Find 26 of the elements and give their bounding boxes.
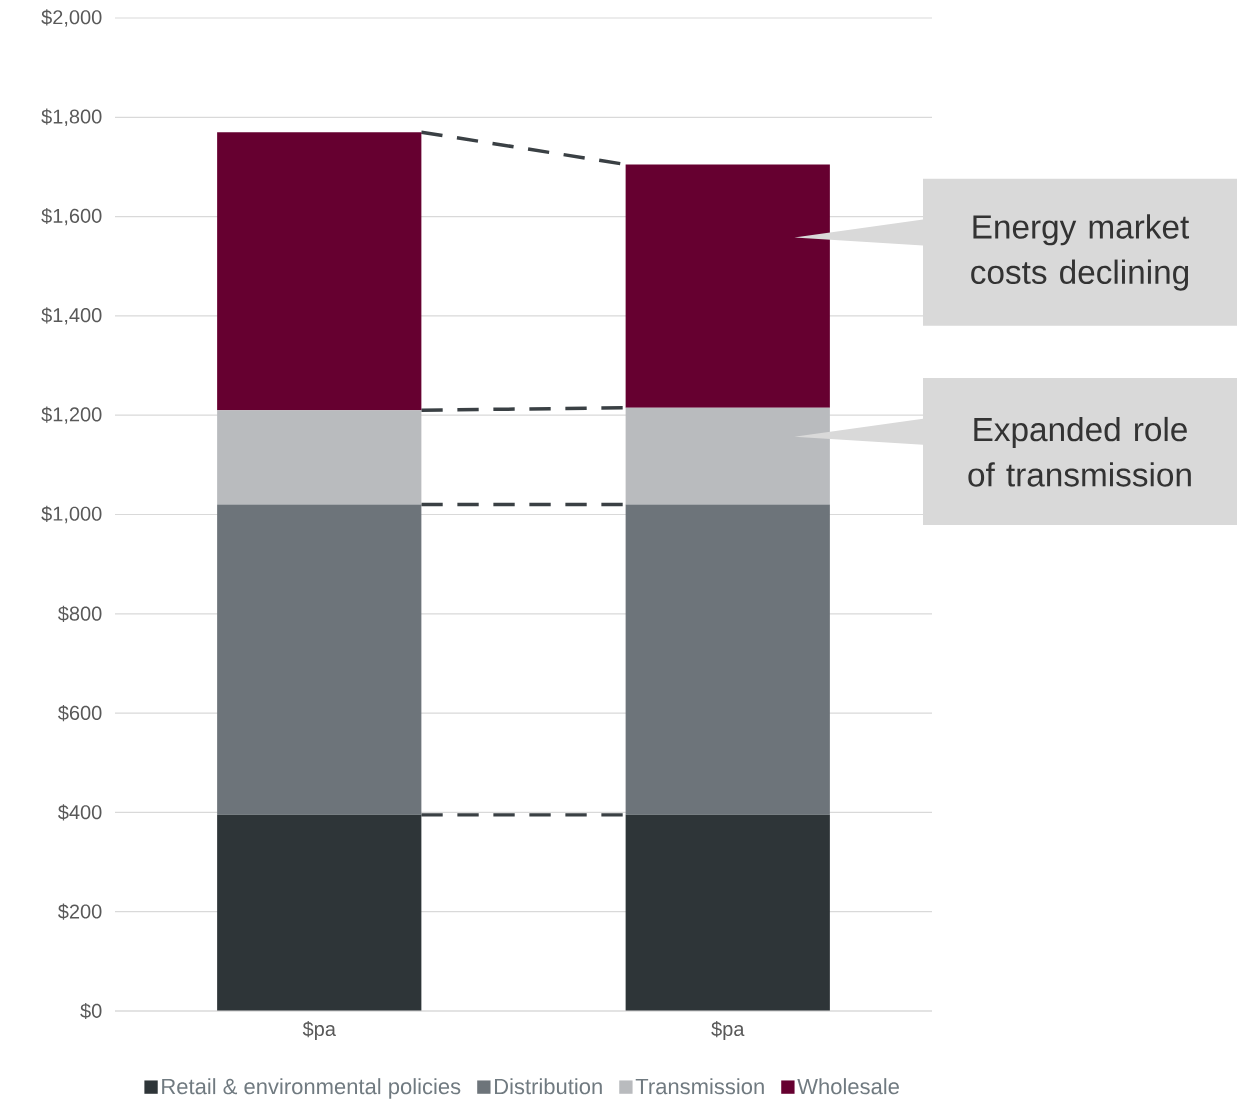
x-tick-label: $pa xyxy=(711,1020,745,1040)
y-tick-label: $1,200 xyxy=(41,406,102,424)
y-tick-label: $1,600 xyxy=(41,207,102,226)
y-tick-label: $600 xyxy=(58,704,102,721)
y-tick-label: $1,800 xyxy=(41,108,102,126)
x-tick-label: $pa xyxy=(302,1020,336,1040)
legend-label: Transmission xyxy=(635,1077,764,1095)
y-tick-label: $0 xyxy=(80,1002,102,1019)
y-tick-label: $400 xyxy=(58,804,102,821)
bar xyxy=(217,131,422,411)
bar xyxy=(625,504,830,815)
bar xyxy=(625,814,830,1011)
legend-label: Wholesale xyxy=(797,1077,899,1095)
y-tick-label: $800 xyxy=(58,605,102,622)
bar xyxy=(625,164,830,408)
legend-label: Retail & environmental policies xyxy=(162,1077,461,1099)
bar xyxy=(217,504,422,815)
text: Energy market costs declining xyxy=(971,214,1190,291)
y-tick-label: $2,000 xyxy=(41,9,102,27)
y-tick-label: $200 xyxy=(58,903,102,920)
y-tick-label: $1,400 xyxy=(41,307,102,325)
bar xyxy=(625,407,830,505)
bar xyxy=(217,410,422,505)
y-tick-label: $1,000 xyxy=(41,505,102,523)
legend-label: Distribution xyxy=(494,1077,602,1095)
text: Expanded role of transmission xyxy=(968,416,1191,487)
